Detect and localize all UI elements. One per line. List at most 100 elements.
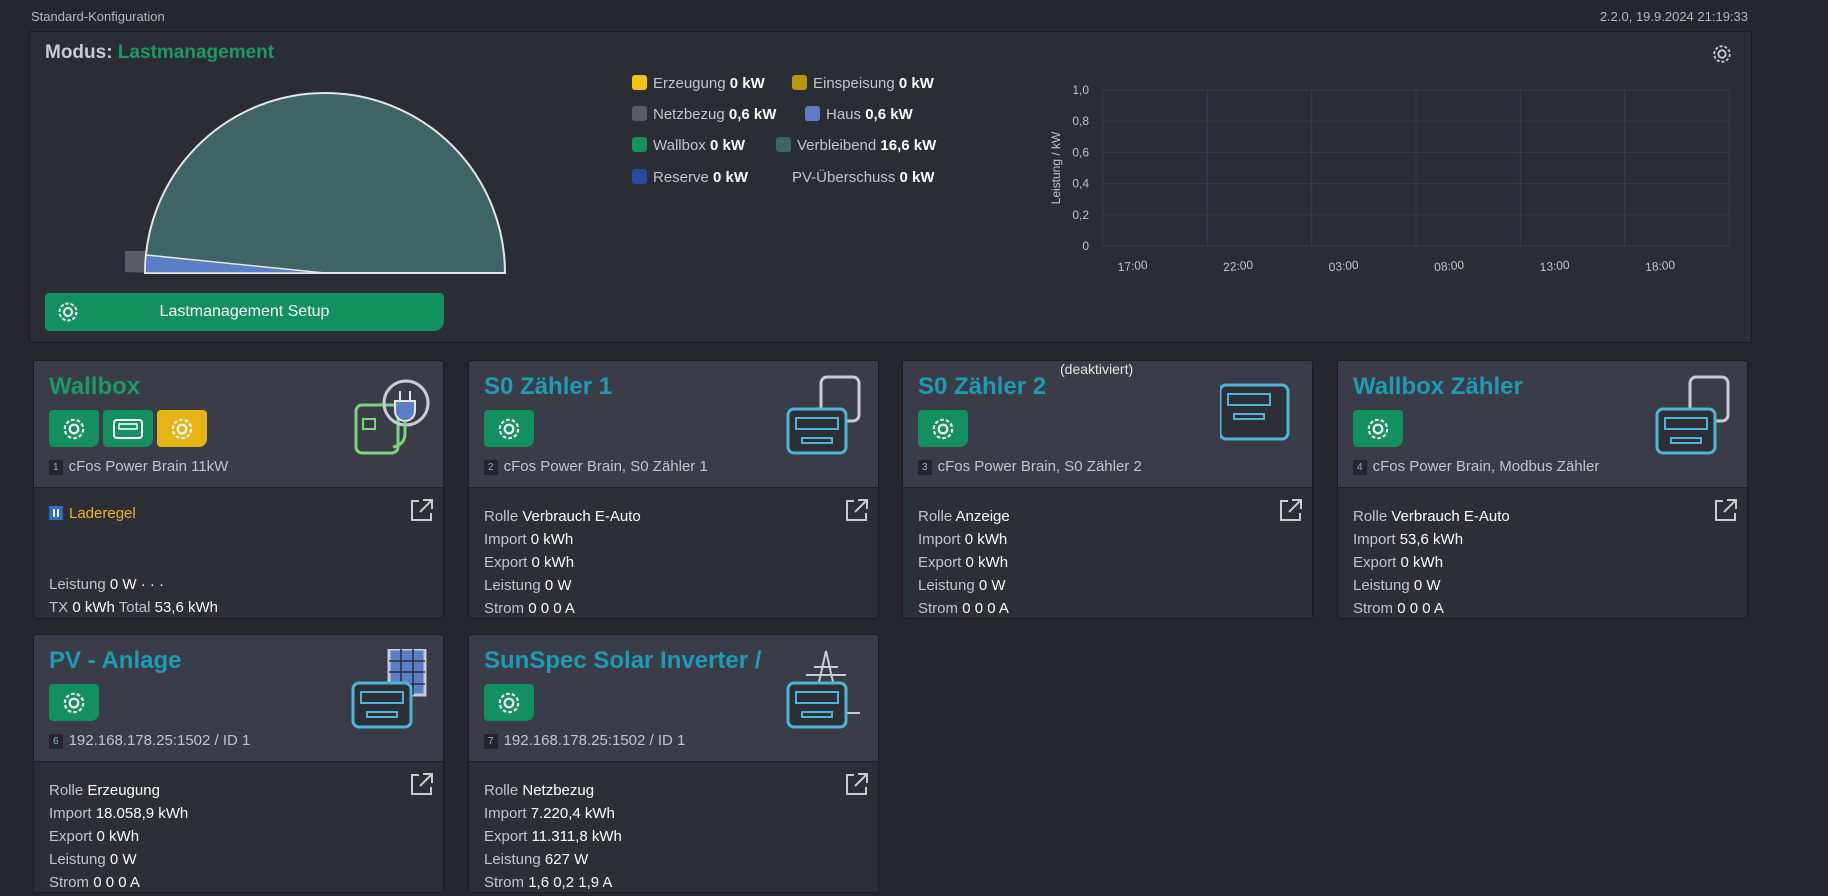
card-button[interactable] <box>484 410 534 447</box>
line-label: Rolle <box>484 508 519 525</box>
device-name: cFos Power Brain, Modbus Zähler <box>1372 458 1600 475</box>
device-card: S0 Zähler 2 (deaktiviert) 3 cFos Power Brai… <box>902 360 1313 619</box>
legend-swatch <box>632 137 647 152</box>
legend-name: Netzbezug <box>653 106 725 123</box>
settings-icon[interactable] <box>1711 43 1733 65</box>
line-label: Import <box>918 531 961 548</box>
device-icon <box>1220 383 1290 441</box>
card-line: Strom 0 0 0 A <box>49 874 140 891</box>
open-icon[interactable] <box>1713 497 1739 523</box>
card-line: Import 7.220,4 kWh <box>484 805 615 822</box>
legend-name: Haus <box>826 106 862 123</box>
device-id: 4 <box>1353 460 1367 475</box>
card-button[interactable] <box>49 410 99 447</box>
legend-value: 16,6 kW <box>880 137 937 154</box>
open-icon[interactable] <box>409 497 435 523</box>
charge-status: Laderegel <box>49 505 136 522</box>
line-label: Export <box>1353 554 1397 571</box>
card-button[interactable] <box>484 684 534 721</box>
y-tick-label: 0,8 <box>1072 114 1089 128</box>
line-label: Leistung <box>484 577 541 594</box>
card-line: Leistung 0 W · · · <box>49 576 164 593</box>
line-label: Import <box>484 531 527 548</box>
device-name: 192.168.178.25:1502 / ID 1 <box>503 732 686 749</box>
device-icon <box>786 650 860 729</box>
line-label: Rolle <box>918 508 953 525</box>
device-line: 2 cFos Power Brain, S0 Zähler 1 <box>484 458 708 475</box>
line-label: Import <box>49 805 92 822</box>
device-line: 7 192.168.178.25:1502 / ID 1 <box>484 732 685 749</box>
line-value: 1,6 0,2 1,9 A <box>528 874 613 891</box>
line-label: Export <box>49 828 93 845</box>
legend-name: Reserve <box>653 169 709 186</box>
card-line: Export 0 kWh <box>49 828 139 845</box>
card-button[interactable] <box>1353 410 1403 447</box>
legend-swatch <box>632 106 647 121</box>
card-line: Leistung 627 W <box>484 851 588 868</box>
card-line: Export 11.311,8 kWh <box>484 828 622 845</box>
legend-value: 0 kW <box>729 75 765 92</box>
line-label: Export <box>484 828 528 845</box>
card-line: Import 53,6 kWh <box>1353 531 1463 548</box>
line-value: Verbrauch E-Auto <box>522 508 641 525</box>
line-value: 0 kWh <box>530 531 574 548</box>
card-title: SunSpec Solar Inverter / <box>484 647 762 674</box>
line-value: 0 W <box>978 577 1006 594</box>
card-line: Strom 0 0 0 A <box>918 600 1009 617</box>
line-value: 0 kWh <box>531 554 575 571</box>
line-value: 0 kWh <box>964 531 1008 548</box>
card-line: Export 0 kWh <box>1353 554 1443 571</box>
device-icon <box>354 379 430 455</box>
open-icon[interactable] <box>844 771 870 797</box>
x-tick-label: 18:00 <box>1645 258 1676 275</box>
line-label: Strom <box>484 600 525 617</box>
card-line: Rolle Anzeige <box>918 508 1010 525</box>
line-value: 18.058,9 kWh <box>95 805 189 822</box>
card-line: Rolle Verbrauch E-Auto <box>1353 508 1510 525</box>
legend-swatch <box>776 137 791 152</box>
card-button[interactable] <box>49 684 99 721</box>
y-tick-label: 0,4 <box>1072 177 1089 191</box>
line-label: Rolle <box>49 782 84 799</box>
legend-value: 0 kW <box>899 169 935 186</box>
line-value: Verbrauch E-Auto <box>1391 508 1510 525</box>
device-line: 4 cFos Power Brain, Modbus Zähler <box>1353 458 1599 475</box>
open-icon[interactable] <box>409 771 435 797</box>
legend-value: 0 kW <box>898 75 934 92</box>
line-value: 53,6 kWh <box>1399 531 1464 548</box>
device-id: 6 <box>49 734 63 749</box>
open-icon[interactable] <box>844 497 870 523</box>
line-value: 0 kWh <box>965 554 1009 571</box>
card-button[interactable] <box>918 410 968 447</box>
x-tick-label: 13:00 <box>1539 258 1570 275</box>
open-icon[interactable] <box>1278 497 1304 523</box>
device-id: 7 <box>484 734 498 749</box>
line-value: 0 kWh <box>1400 554 1444 571</box>
line-value: 627 W <box>544 851 589 868</box>
line-value: 0 W <box>109 851 137 868</box>
device-icon <box>786 375 861 455</box>
device-card: Wallbox 1 cFos Power Brain 11kW Laderegel Le… <box>33 360 444 619</box>
card-button[interactable] <box>103 410 153 447</box>
device-line: 3 cFos Power Brain, S0 Zähler 2 <box>918 458 1142 475</box>
device-name: 192.168.178.25:1502 / ID 1 <box>68 732 251 749</box>
line-value: 0 W <box>1413 577 1441 594</box>
device-card: Wallbox Zähler 4 cFos Power Brain, Modbus … <box>1337 360 1748 619</box>
line-value: 0 0 0 A <box>93 874 140 891</box>
card-title: S0 Zähler 2 <box>918 373 1047 400</box>
line-value: 0 W <box>544 577 572 594</box>
card-line: Rolle Erzeugung <box>49 782 160 799</box>
line-value: 0 W · · · <box>109 576 165 593</box>
line-label: Rolle <box>1353 508 1388 525</box>
legend-name: Wallbox <box>653 137 706 154</box>
device-id: 1 <box>49 460 63 475</box>
card-button[interactable] <box>157 410 207 447</box>
card-line: Strom 0 0 0 A <box>1353 600 1444 617</box>
y-tick-label: 1,0 <box>1072 83 1089 97</box>
setup-button[interactable]: Lastmanagement Setup <box>45 293 444 331</box>
line-value: Netzbezug <box>522 782 595 799</box>
line-value: 7.220,4 kWh <box>530 805 615 822</box>
device-id: 3 <box>918 460 932 475</box>
x-tick-label: 17:00 <box>1117 258 1148 275</box>
